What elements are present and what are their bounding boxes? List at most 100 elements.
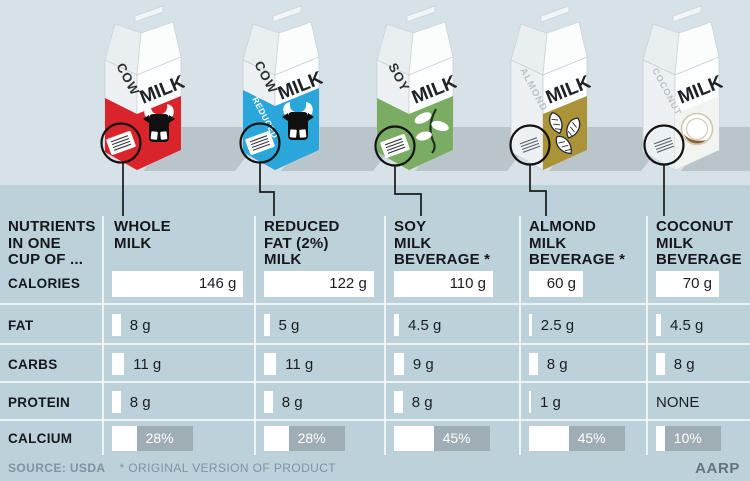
fat-value: 4.5 g [407,316,442,334]
calcium-white-bar [264,425,289,451]
carton-spout-fin [272,5,302,23]
carbs-bar [264,353,277,375]
calcium-cell-almond: 45% [520,421,647,455]
soy-plant-icon [414,108,449,154]
almonds-icon [549,111,581,155]
protein-value: 8 g [129,393,151,411]
carbs-value: 8 g [673,355,695,373]
column-divider [646,216,648,455]
protein-bar [264,391,273,413]
calcium-cell-soy: 45% [385,421,520,455]
column-header-whole-milk: WHOLE MILK [114,218,171,252]
protein-bar [112,391,121,413]
calories-value: 110 g [449,275,486,292]
column-header-reduced-fat: REDUCED FAT (2%) MILK [264,218,340,268]
carbs-bar [529,353,538,375]
calories-bar: 122 g [264,270,374,297]
calories-cell-whole: 146 g [103,262,255,305]
carton-spout-fin [134,5,164,23]
fat-cell-whole: 8 g [103,305,255,345]
calcium-white-bar [656,425,665,451]
row-divider [0,381,750,383]
protein-value: 8 g [281,393,303,411]
protein-cell-reduced: 8 g [255,383,385,421]
aarp-logo: AARP [695,459,740,477]
carbs-cell-almond: 8 g [520,345,647,383]
fat-value: 5 g [278,316,300,334]
fat-cell-reduced: 5 g [255,305,385,345]
calories-bar: 146 g [112,270,244,297]
column-header-soy: SOY MILK BEVERAGE * [394,218,491,268]
calcium-cell-coconut: 10% [647,421,750,455]
calories-cell-almond: 60 g [520,262,647,305]
calcium-value: 45% [433,425,490,451]
calories-cell-coconut: 70 g [647,262,750,305]
fat-bar [529,314,532,336]
soy-milk-carton: SOY MILK [376,5,457,171]
coconut-icon [680,112,714,146]
column-divider [254,216,256,455]
fat-bar [394,314,399,336]
calories-value: 70 g [682,275,712,292]
carbs-cell-soy: 9 g [385,345,520,383]
nutrition-table: NUTRIENTS IN ONE CUP OF ... WHOLE MILK R… [0,185,750,455]
row-label-calories: CALORIES [8,276,81,291]
calories-cell-soy: 110 g [385,262,520,305]
footer: SOURCE: USDA * ORIGINAL VERSION OF PRODU… [0,455,750,481]
fat-cell-almond: 2.5 g [520,305,647,345]
protein-cell-whole: 8 g [103,383,255,421]
carton-spout-fin [672,5,702,23]
fat-bar [264,314,270,336]
fat-value: 2.5 g [540,316,575,334]
carbs-cell-whole: 11 g [103,345,255,383]
protein-cell-soy: 8 g [385,383,520,421]
calcium-white-bar [529,425,569,451]
table-title: NUTRIENTS IN ONE CUP OF ... [8,218,96,268]
calcium-cell-reduced: 28% [255,421,385,455]
row-label-calcium: CALCIUM [8,430,73,446]
carbs-bar [394,353,404,375]
protein-bar [529,391,531,413]
calories-cell-reduced: 122 g [255,262,385,305]
footnote: * ORIGINAL VERSION OF PRODUCT [119,461,336,475]
cow-icon [282,102,314,140]
column-divider [519,216,521,455]
carbs-value: 8 g [546,355,568,373]
whole-milk-carton: COW MILK [104,5,185,171]
protein-cell-almond: 1 g [520,383,647,421]
calories-bar: 60 g [529,270,583,297]
column-header-almond: ALMOND MILK BEVERAGE * [529,218,626,268]
fat-bar [112,314,121,336]
carton-spout-fin [406,5,436,23]
carbs-cell-reduced: 11 g [255,345,385,383]
calories-value: 60 g [546,275,576,292]
carbs-value: 11 g [285,355,314,373]
fat-bar [656,314,661,336]
calories-value: 122 g [329,275,367,292]
protein-value: 8 g [411,393,433,411]
calories-bar: 110 g [394,270,493,297]
column-divider [384,216,386,455]
column-divider [102,216,104,455]
calcium-white-bar [112,425,137,451]
calcium-value: 45% [568,425,625,451]
calcium-value: 10% [664,425,721,451]
calcium-white-bar [394,425,434,451]
carbs-value: 11 g [133,355,162,373]
row-label-protein: PROTEIN [8,394,71,410]
reduced-fat-milk-carton: COW REDUCED MILK [242,5,323,171]
coconut-milk-carton: COCONUT MILK [642,5,723,171]
row-label-carbs: CARBS [8,356,58,372]
calories-bar: 70 g [656,270,719,297]
carbs-bar [112,353,125,375]
illustration-area: COW MILK COW REDUCED MILK [0,0,750,216]
carton-spout-fin [540,5,570,23]
fat-value: 4.5 g [669,316,704,334]
fat-value: 8 g [129,316,151,334]
source-credit: SOURCE: USDA [8,461,106,475]
protein-cell-coconut: NONE [647,383,750,421]
row-divider [0,303,750,305]
calories-value: 146 g [198,275,237,292]
cow-icon [143,104,175,142]
